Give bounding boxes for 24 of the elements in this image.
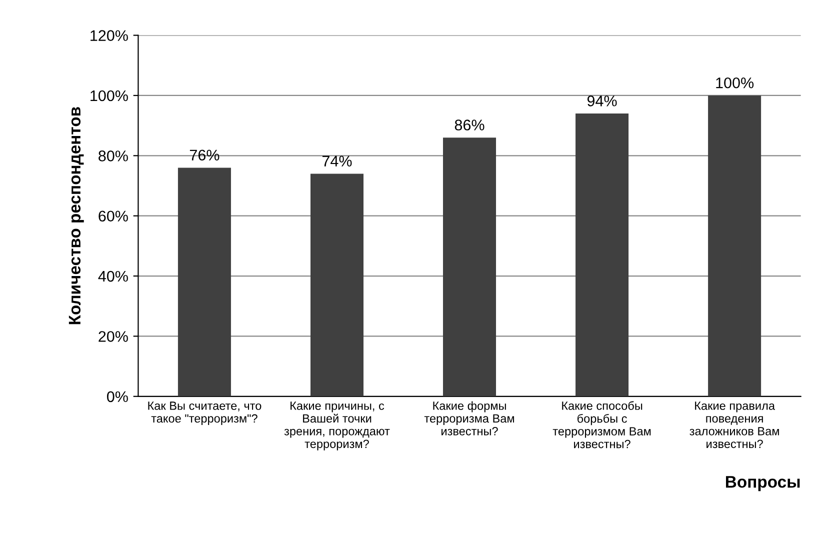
data-label: 86%: [454, 120, 484, 130]
bar: [178, 168, 231, 396]
data-label: 74%: [322, 156, 352, 166]
y-tick-label: 40%: [98, 270, 128, 282]
data-label: 94%: [587, 96, 617, 106]
y-tick-label: 120%: [90, 30, 128, 41]
bar: [708, 95, 762, 396]
bar: [576, 114, 629, 396]
x-tick-label: Какие причины, с Вашей точки зрения, порождают терроризм?: [284, 402, 390, 450]
data-label: 100%: [716, 77, 754, 88]
y-tick-label: 100%: [90, 90, 128, 102]
x-axis-title: Вопросы: [726, 476, 800, 492]
bar: [310, 174, 364, 396]
y-tick-label: 80%: [98, 150, 128, 162]
x-tick-label: Какие правила поведения заложников Вам известны?: [690, 402, 779, 448]
y-tick-label: 0%: [107, 391, 128, 402]
y-axis-title: Количество респондентов: [68, 107, 84, 324]
data-label: 76%: [190, 150, 220, 161]
x-tick-label: Какие формы терроризма Вам известны?: [424, 401, 514, 436]
y-tick-label: 20%: [98, 331, 128, 342]
bar: [443, 138, 496, 396]
x-tick-label: Как Вы считаете, что такое "терроризм"?: [148, 402, 262, 425]
x-tick-label: Какие способы борьбы с терроризмом Вам известны?: [552, 401, 651, 448]
y-tick-label: 60%: [98, 210, 128, 222]
